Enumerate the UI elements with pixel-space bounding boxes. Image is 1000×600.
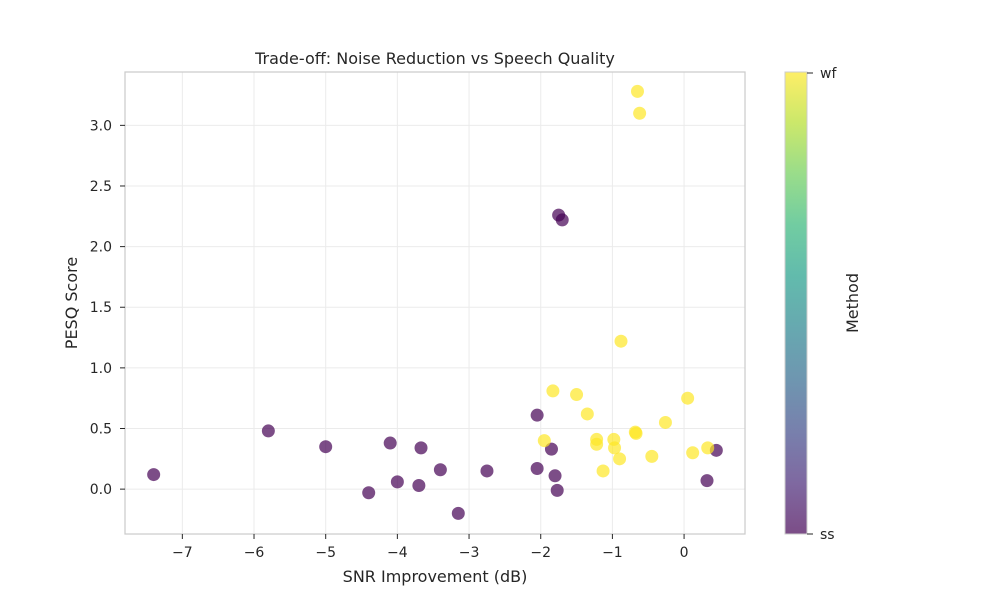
data-point-wf (546, 384, 560, 398)
x-axis-title: SNR Improvement (dB) (343, 567, 528, 586)
data-point-wf (701, 441, 715, 455)
colorbar: wf ss Method (784, 66, 862, 543)
data-point-ss (362, 486, 376, 500)
x-tick-label: −3 (459, 545, 480, 561)
data-point-wf (629, 426, 643, 440)
data-point-ss (412, 478, 426, 492)
data-point-wf (645, 449, 659, 463)
data-point-wf (590, 437, 604, 451)
chart-title: Trade-off: Noise Reduction vs Speech Qua… (254, 49, 615, 68)
x-tick-label: −6 (244, 545, 265, 561)
data-point-wf (658, 415, 672, 429)
colorbar-frame (784, 71, 808, 535)
data-point-wf (630, 84, 644, 98)
data-point-wf (596, 464, 610, 478)
data-point-ss (555, 213, 569, 227)
plot-frame (124, 71, 746, 535)
data-point-ss (390, 475, 404, 489)
x-tick-label: −7 (172, 545, 193, 561)
data-point-ss (480, 464, 494, 478)
y-tick-label: 0.0 (90, 482, 112, 498)
data-point-wf (614, 334, 628, 348)
x-tick-label: −5 (315, 545, 336, 561)
data-point-ss (548, 469, 562, 483)
x-tick-label: −4 (387, 545, 408, 561)
data-point-ss (319, 440, 333, 454)
data-point-ss (433, 463, 447, 477)
colorbar-gradient (785, 72, 807, 534)
y-axis-ticks: 0.0 0.5 1.0 1.5 2.0 2.5 3.0 (90, 118, 125, 498)
data-point-ss (544, 442, 558, 456)
y-axis-title: PESQ Score (62, 257, 81, 349)
x-tick-label: 0 (680, 545, 689, 561)
data-point-wf (633, 106, 647, 120)
data-point-ss (414, 441, 428, 455)
data-point-ss (700, 474, 714, 488)
x-tick-label: −1 (602, 545, 623, 561)
data-point-wf (613, 452, 627, 466)
x-axis-ticks: −7 −6 −5 −4 −3 −2 −1 0 (172, 534, 689, 561)
y-tick-label: 1.5 (90, 300, 112, 316)
data-points (147, 84, 723, 520)
y-tick-label: 1.0 (90, 361, 112, 377)
data-point-wf (608, 441, 622, 455)
y-tick-label: 2.5 (90, 179, 112, 195)
data-point-ss (261, 424, 275, 438)
x-tick-label: −2 (530, 545, 551, 561)
y-tick-label: 0.5 (90, 422, 112, 438)
data-point-wf (537, 434, 551, 448)
data-point-wf (570, 388, 584, 402)
data-point-ss (550, 483, 564, 497)
data-point-wf (681, 391, 695, 405)
grid-lines (125, 72, 745, 534)
y-tick-label: 2.0 (90, 240, 112, 256)
data-point-ss (530, 408, 544, 422)
data-point-ss (147, 468, 161, 482)
data-point-wf (686, 446, 700, 460)
colorbar-title: Method (843, 273, 862, 333)
data-point-wf (580, 407, 594, 421)
data-point-ss (451, 506, 465, 520)
colorbar-label-ss: ss (820, 527, 835, 543)
data-point-ss (383, 436, 397, 450)
data-point-ss (530, 462, 544, 476)
colorbar-label-wf: wf (820, 66, 837, 82)
y-tick-label: 3.0 (90, 118, 112, 134)
